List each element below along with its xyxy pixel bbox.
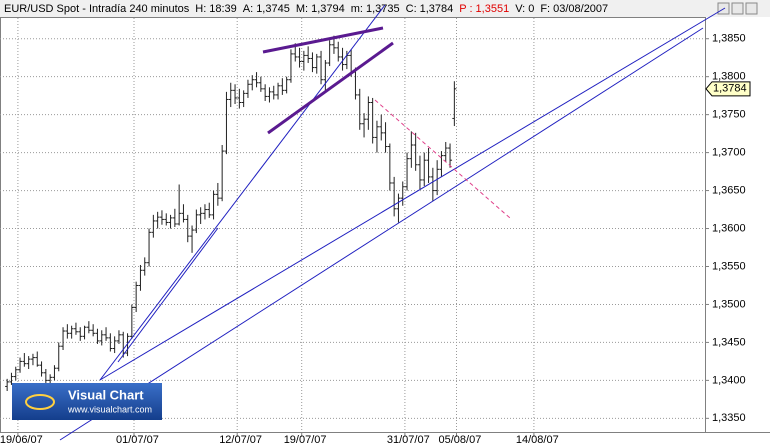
trendline <box>99 7 726 381</box>
plot-area: 1,3350 1,3400 1,3450 1,3500 1,3550 1,3600 1,36… <box>0 18 751 446</box>
y-tick-label: 1,3650 <box>712 184 746 196</box>
wedge-line <box>267 41 394 135</box>
wedge-line <box>262 26 384 54</box>
header-label: A: <box>243 3 253 15</box>
y-tick-label: 1,3600 <box>712 222 746 234</box>
chart-title: EUR/USD Spot - Intradía 240 minutos <box>4 3 190 15</box>
x-tick-label: 12/07/07 <box>219 434 262 446</box>
y-tick-label: 1,3850 <box>712 33 746 45</box>
header-value: 1,3745 <box>256 3 290 15</box>
header-value: 0 <box>528 3 534 15</box>
header-label: m: <box>351 3 363 15</box>
x-tick-label: 01/07/07 <box>116 434 159 446</box>
x-tick-label: 19/07/07 <box>284 434 327 446</box>
y-tick-label: 1,3800 <box>712 71 746 83</box>
header-label: V: <box>515 3 525 15</box>
y-tick-label: 1,3750 <box>712 109 746 121</box>
y-tick-label: 1,3500 <box>712 298 746 310</box>
header-label: P : <box>459 3 472 15</box>
trendlines <box>59 4 726 441</box>
trendline <box>117 227 219 363</box>
header-bar <box>0 0 770 17</box>
header-label: M: <box>296 3 308 15</box>
last-price-label: 1,3784 <box>713 83 747 95</box>
x-tick-label: 05/08/07 <box>439 434 482 446</box>
header-text: EUR/USD Spot - Intradía 240 minutos H: 18:… <box>4 3 608 15</box>
header-value: 1,3735 <box>366 3 400 15</box>
close-button[interactable] <box>745 2 758 15</box>
dashed-trendline <box>374 99 511 219</box>
x-tick-label: 14/08/07 <box>516 434 559 446</box>
header-value: 18:39 <box>209 3 237 15</box>
logo-name: Visual Chart <box>68 387 144 402</box>
header-value: 03/08/2007 <box>553 3 608 15</box>
last-price-box <box>705 81 751 97</box>
logo: Visual Chart www.visualchart.com <box>12 383 162 420</box>
maximize-button[interactable] <box>731 2 744 15</box>
y-tick-label: 1,3550 <box>712 260 746 272</box>
y-tick-label: 1,3350 <box>712 412 746 424</box>
logo-box <box>12 383 162 420</box>
logo-url: www.visualchart.com <box>67 404 152 414</box>
header-value: 1,3784 <box>420 3 454 15</box>
header-label: C: <box>406 3 417 15</box>
x-tick-label: 19/06/07 <box>0 434 43 446</box>
y-tick-label: 1,3700 <box>712 147 746 159</box>
y-tick-label: 1,3400 <box>712 374 746 386</box>
x-tick-label: 31/07/07 <box>387 434 430 446</box>
header-value: 1,3551 <box>476 3 510 15</box>
y-tick-label: 1,3450 <box>712 336 746 348</box>
trendline <box>99 4 386 381</box>
header-label: F: <box>540 3 550 15</box>
logo-icon <box>25 394 55 410</box>
trendline <box>59 27 704 441</box>
header-value: 1,3794 <box>311 3 345 15</box>
header-label: H: <box>195 3 206 15</box>
